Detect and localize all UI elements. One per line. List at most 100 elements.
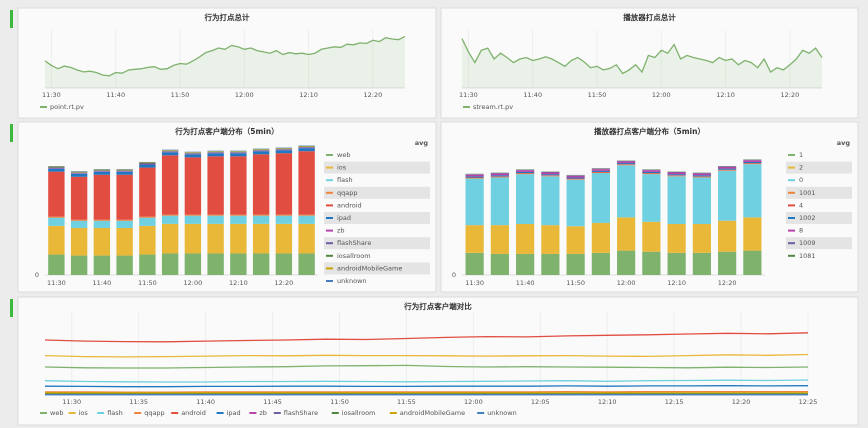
x-tick-label: 11:50	[566, 279, 585, 287]
x-tick-label: 12:00	[652, 91, 671, 99]
legend-swatch	[40, 412, 47, 414]
x-tick-label: 12:20	[718, 279, 737, 287]
bar-segment	[743, 161, 762, 164]
legend-swatch	[326, 280, 333, 282]
bar-segment	[743, 164, 762, 218]
bar-segment	[298, 253, 315, 275]
bar-segment	[298, 214, 315, 216]
bar-segment	[275, 214, 293, 216]
bar-segment	[541, 171, 560, 173]
bar-segment	[465, 178, 484, 179]
bar-segment	[743, 159, 762, 161]
bar-segment	[692, 176, 711, 177]
bar-segment	[591, 169, 610, 171]
bar-segment	[161, 150, 179, 151]
bar-segment	[541, 176, 560, 226]
bar-segment	[48, 254, 65, 275]
bar-segment	[642, 174, 661, 222]
bar-segment	[743, 160, 762, 162]
legend-label: androidMobileGame	[337, 264, 402, 272]
legend-swatch	[477, 412, 485, 414]
row-marker	[10, 124, 13, 142]
bar-segment	[230, 151, 247, 153]
bar-segment	[184, 152, 202, 154]
x-tick-label: 12:15	[665, 398, 684, 406]
bar-segment	[298, 147, 315, 148]
bar-segment	[207, 215, 224, 224]
bar-segment	[566, 253, 585, 275]
bar-segment	[139, 162, 156, 164]
bar-segment	[541, 174, 560, 176]
bar-segment	[116, 227, 133, 256]
bar-segment	[667, 176, 686, 225]
bar-segment	[692, 177, 711, 225]
bar-segment	[566, 179, 585, 180]
bar-segment	[298, 151, 315, 215]
bar-segment	[161, 151, 179, 153]
legend-swatch	[326, 217, 333, 219]
bar-segment	[591, 222, 610, 253]
legend-label: iosallroom	[337, 252, 371, 260]
bar-segment	[667, 252, 686, 275]
bar-segment	[93, 219, 111, 221]
bar-segment	[298, 147, 315, 149]
bar-segment	[516, 169, 535, 171]
x-tick-label: 11:40	[196, 398, 215, 406]
bar-segment	[617, 161, 636, 164]
bar-segment	[252, 149, 270, 151]
bar-segment	[667, 171, 686, 173]
x-tick-label: 12:25	[799, 398, 818, 406]
bar-segment	[718, 251, 737, 275]
bar-segment	[139, 167, 156, 217]
line	[44, 35, 406, 77]
bar-segment	[161, 215, 179, 224]
legend-swatch	[389, 412, 397, 414]
bar-segment	[48, 171, 65, 217]
x-tick-label: 11:55	[397, 398, 416, 406]
bar-segment	[184, 151, 202, 153]
bar-segment	[116, 220, 133, 228]
bar-segment	[718, 169, 737, 171]
bar-segment	[139, 164, 156, 168]
legend-swatch	[788, 179, 795, 182]
bar-segment	[161, 151, 179, 152]
legend-label: ipad	[337, 214, 351, 222]
bar-segment	[184, 153, 202, 155]
bar-segment	[48, 168, 65, 169]
bar-segment	[116, 170, 133, 172]
bar-segment	[591, 173, 610, 223]
line	[44, 353, 809, 358]
bar-segment	[743, 217, 762, 251]
bar-segment	[161, 214, 179, 216]
bar-segment	[161, 149, 179, 151]
bar-segment	[692, 173, 711, 176]
bar-segment	[275, 153, 293, 215]
x-tick-label: 12:10	[229, 279, 248, 287]
x-tick-label: 11:30	[459, 91, 478, 99]
panel-title: 播放器打点客户端分布（5min）	[594, 126, 705, 136]
bar-segment	[490, 225, 509, 254]
bar-segment	[541, 175, 560, 177]
bar-segment	[541, 253, 560, 275]
bar-segment	[161, 155, 179, 215]
legend-swatch	[326, 204, 333, 207]
bar-segment	[70, 227, 88, 256]
bar-segment	[692, 252, 711, 275]
legend-swatch	[326, 166, 333, 169]
bar-segment	[490, 176, 509, 177]
legend-label: unknown	[487, 409, 517, 417]
bar-segment	[591, 170, 610, 172]
bar-segment	[516, 171, 535, 174]
bar-segment	[116, 219, 133, 221]
bar-segment	[70, 171, 88, 173]
bar-segment	[252, 148, 270, 150]
legend-label: point.rt.pv	[50, 103, 84, 111]
x-tick-label: 11:40	[516, 279, 535, 287]
bar-segment	[70, 173, 88, 177]
legend-label: flash	[337, 176, 353, 184]
panel	[17, 296, 859, 426]
legend-swatch	[326, 254, 333, 257]
bar-segment	[207, 214, 224, 216]
bar-segment	[252, 154, 270, 215]
